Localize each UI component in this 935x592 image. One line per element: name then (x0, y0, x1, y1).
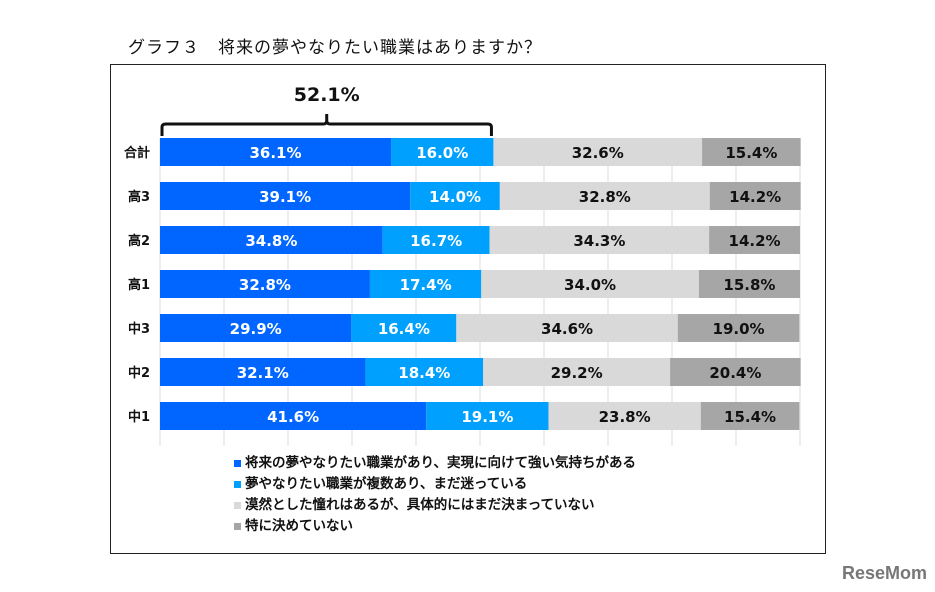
bar-segment (160, 182, 411, 210)
bar-segment (677, 314, 800, 342)
bar-segment (160, 314, 352, 342)
bar-segment (160, 138, 392, 166)
data-label: 16.0% (416, 144, 468, 162)
bar-segment (426, 402, 549, 430)
category-label: 中3 (128, 321, 150, 337)
legend-label: 夢やなりたい職業が複数あり、まだ迷っている (245, 476, 528, 492)
data-label: 15.4% (725, 144, 777, 162)
bar-segment (391, 138, 494, 166)
category-label: 中2 (128, 365, 150, 381)
bar-segment (489, 226, 710, 254)
data-label: 14.0% (429, 188, 481, 206)
data-label: 29.9% (230, 320, 282, 338)
bar-segment (481, 270, 699, 298)
legend: 将来の夢やなりたい職業があり、実現に向けて強い気持ちがある 夢やなりたい職業が複数… (234, 453, 636, 537)
bar-segment (160, 270, 370, 298)
legend-swatch (234, 460, 241, 467)
legend-swatch (234, 481, 241, 488)
chart-frame (110, 64, 826, 554)
data-label: 17.4% (400, 276, 452, 294)
data-label: 16.7% (410, 232, 462, 250)
data-label: 23.8% (599, 408, 651, 426)
legend-swatch (234, 502, 241, 509)
data-label: 32.8% (579, 188, 631, 206)
data-label: 36.1% (249, 144, 301, 162)
data-label: 34.0% (564, 276, 616, 294)
data-label: 20.4% (709, 364, 761, 382)
annotation-label: 52.1% (294, 84, 360, 106)
chart-title: グラフ３ 将来の夢やなりたい職業はありますか？ (128, 38, 542, 58)
data-label: 32.1% (237, 364, 289, 382)
category-label: 高3 (128, 189, 150, 205)
data-label: 41.6% (267, 408, 319, 426)
bar-segment (365, 358, 484, 386)
data-label: 14.2% (729, 232, 781, 250)
bar-segment (456, 314, 678, 342)
legend-label: 特に決めていない (245, 518, 353, 534)
bar-segment (698, 270, 800, 298)
data-label: 16.4% (378, 320, 430, 338)
legend-label: 将来の夢やなりたい職業があり、実現に向けて強い気持ちがある (245, 455, 636, 471)
category-label: 高1 (128, 277, 150, 293)
data-label: 29.2% (551, 364, 603, 382)
data-label: 34.8% (245, 232, 297, 250)
data-label: 39.1% (259, 188, 311, 206)
bar-segment (548, 402, 701, 430)
category-label: 合計 (124, 145, 150, 161)
bar-segment (160, 226, 383, 254)
data-label: 15.8% (723, 276, 775, 294)
bar-segment (702, 138, 801, 166)
data-label: 18.4% (398, 364, 450, 382)
data-label: 15.4% (724, 408, 776, 426)
data-label: 32.6% (572, 144, 624, 162)
bar-segment (369, 270, 482, 298)
bar-segment (410, 182, 500, 210)
bar-segment (351, 314, 457, 342)
category-label: 高2 (128, 233, 150, 249)
data-label: 32.8% (239, 276, 291, 294)
legend-item: 漠然とした憧れはあるが、具体的にはまだ決まっていない (234, 495, 636, 516)
data-label: 14.2% (729, 188, 781, 206)
data-label: 34.3% (573, 232, 625, 250)
bar-segment (493, 138, 703, 166)
bar-segment (700, 402, 800, 430)
legend-label: 漠然とした憧れはあるが、具体的にはまだ決まっていない (245, 497, 595, 513)
legend-swatch (234, 523, 241, 530)
bar-segment (160, 402, 427, 430)
data-label: 34.6% (541, 320, 593, 338)
data-label: 19.1% (461, 408, 513, 426)
resemom-logo: ReseMom (841, 563, 927, 583)
bar-segment (670, 358, 801, 386)
legend-item: 夢やなりたい職業が複数あり、まだ迷っている (234, 474, 636, 495)
data-label: 19.0% (713, 320, 765, 338)
legend-item: 将来の夢やなりたい職業があり、実現に向けて強い気持ちがある (234, 453, 636, 474)
category-label: 中1 (128, 409, 150, 425)
bar-segment (709, 182, 801, 210)
bar-segment (160, 358, 366, 386)
bar-segment (709, 226, 800, 254)
bar-segment (483, 358, 671, 386)
bar-segment (382, 226, 490, 254)
annotation-bracket (160, 114, 493, 136)
legend-item: 特に決めていない (234, 516, 636, 537)
bar-segment (499, 182, 710, 210)
